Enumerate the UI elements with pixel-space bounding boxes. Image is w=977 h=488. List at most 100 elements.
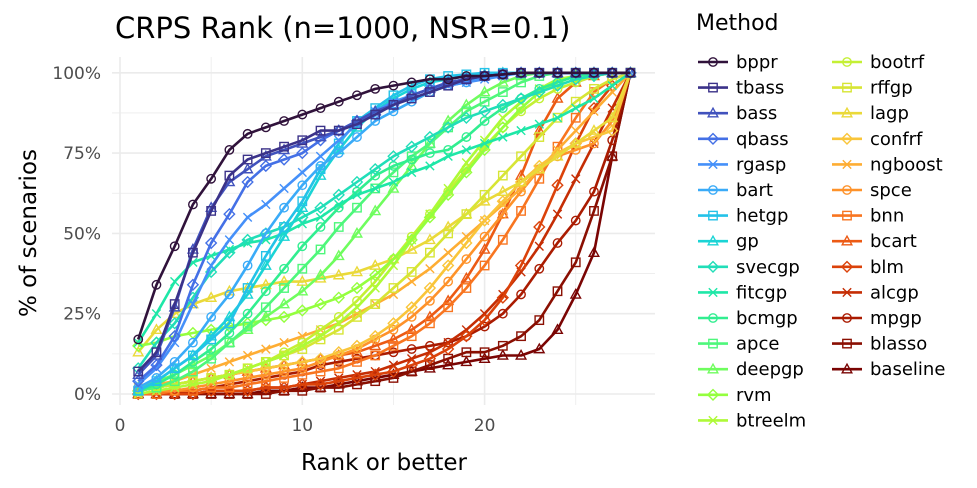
data-point-bart [224,289,235,300]
axis-layer: 0 10 20 0% 25% 50% 75% 100% [52,64,495,436]
data-point-spce [497,209,508,220]
data-point-svecgp [423,130,437,144]
data-point-svecgp [478,105,491,118]
data-point-btreelm [334,318,344,329]
series-layer [132,66,637,401]
chart-title: CRPS Rank (n=1000, NSR=0.1) [115,11,570,45]
legend-key-marker [708,338,718,349]
data-point-alcgp [534,241,544,251]
legend-item-gp: gp [698,231,759,252]
legend-item-bnn: bnn [832,206,904,227]
data-point-alcgp [443,337,453,348]
data-point-mpgp [516,289,526,300]
y-tick-label: 100% [52,64,101,84]
data-point-confrf [369,329,382,343]
data-point-tbass [388,100,399,110]
data-point-tbass [151,347,162,358]
data-point-blm [277,381,291,394]
legend-label: ngboost [870,154,943,175]
data-point-deepgp [259,310,272,322]
data-point-blasso [534,315,545,326]
data-point-tbass [224,170,235,181]
data-point-rvm [332,291,345,304]
data-point-bppr [151,279,162,290]
data-point-rffgp [497,170,508,181]
data-point-fitcgp [534,119,544,129]
data-point-spce [443,276,454,287]
data-point-mpgp [461,331,472,342]
data-point-baseline [496,349,509,360]
data-point-deepgp [296,284,309,296]
data-point-deepgp [278,297,291,309]
data-point-blasso [552,286,563,297]
legend-label: qbass [736,129,789,150]
data-point-mpgp [589,186,599,197]
data-point-ngboost [571,125,581,136]
series-line-apce [137,71,631,393]
data-point-lagp [405,243,418,254]
data-point-bart [260,228,271,239]
data-point-bppr [406,77,417,88]
data-point-confrf [277,358,291,372]
data-point-svecgp [460,111,473,124]
data-point-bcart [405,323,418,335]
data-point-tbass [188,247,198,258]
data-point-bart [297,180,308,191]
data-point-bcart [369,339,382,351]
data-point-blm [423,352,437,365]
data-point-ngboost [406,276,417,287]
data-point-blm [496,291,510,304]
data-point-blasso [333,382,344,393]
legend-key-marker [708,313,718,323]
legend-item-apce: apce [698,334,779,355]
data-point-bart [279,202,289,213]
data-point-bnn [242,379,253,390]
data-point-rffgp [589,83,599,94]
data-point-gp [296,201,309,213]
legend-label: lagp [870,103,909,124]
data-point-rgasp [315,151,326,162]
data-point-svecgp [241,233,254,247]
legend-key-marker [708,415,718,426]
data-point-bootrf [315,324,326,335]
legend-label: mpgp [870,308,922,329]
data-point-blasso [607,151,618,162]
legend-items: bppr tbass bass qbass rgasp bart hetgp gp svecgp… [698,52,945,431]
data-point-fitcgp [352,190,362,200]
data-point-bass [314,130,327,142]
data-point-rgasp [242,212,253,223]
legend-key-marker [707,106,719,118]
data-point-bass [296,137,309,148]
data-point-bass [132,368,145,380]
data-point-apce [206,353,217,364]
data-point-rvm [277,310,291,324]
data-point-lagp [186,297,199,309]
data-point-apce [443,122,454,133]
legend-label: bppr [736,52,778,73]
legend-item-bcart: bcart [832,231,917,252]
data-point-bnn [516,206,526,216]
legend-label: alcgp [870,282,919,303]
data-point-qbass [132,374,145,388]
data-point-bppr [516,67,526,78]
legend-label: hetgp [736,206,788,227]
legend-item-rffgp: rffgp [832,78,913,99]
data-point-tbass [206,206,217,216]
x-axis-title: Rank or better [301,450,468,476]
data-point-mpgp [425,340,435,351]
data-point-hetgp [188,350,198,361]
legend-item-tbass: tbass [698,78,784,99]
data-point-blasso [260,389,271,399]
data-point-hetgp [260,250,271,261]
data-point-rvm [387,252,400,266]
data-point-bnn [425,318,435,329]
data-point-rgasp [261,199,271,210]
data-point-fitcgp [443,151,453,162]
legend-item-deepgp: deepgp [698,359,804,380]
data-point-apce [370,183,381,194]
data-point-bppr [206,173,217,184]
legend-label: bnn [870,206,904,227]
data-point-deepgp [350,226,363,238]
data-point-confrf [314,352,327,365]
data-point-bppr [242,128,253,139]
